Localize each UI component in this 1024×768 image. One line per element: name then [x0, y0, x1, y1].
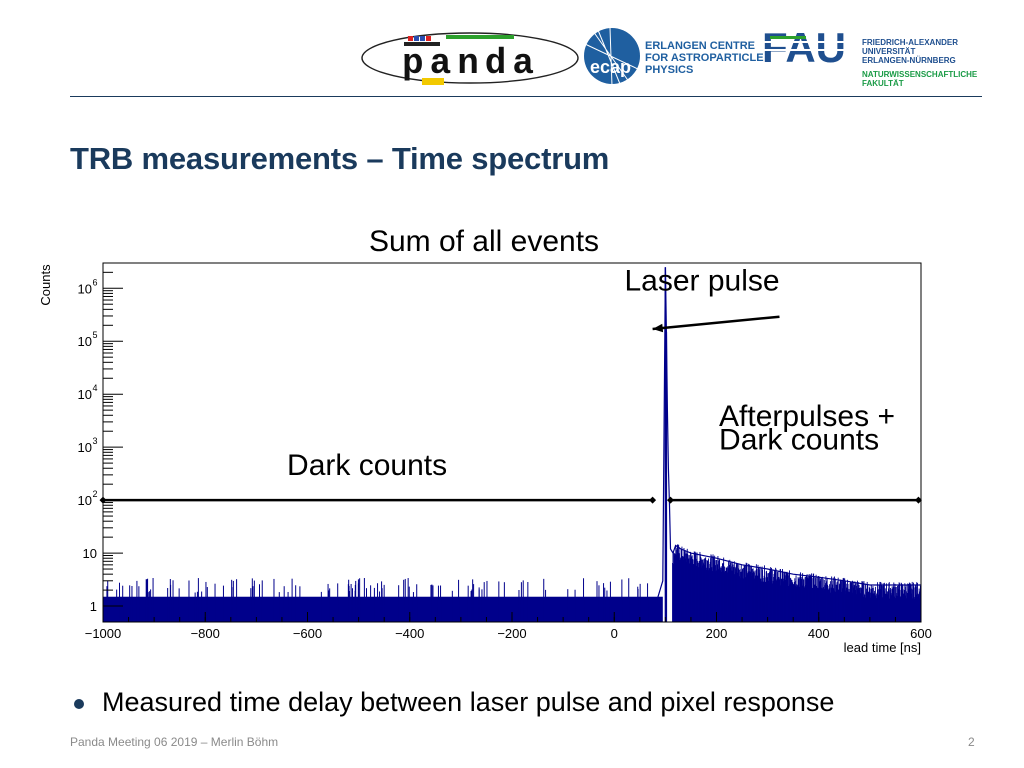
- chart-title: Sum of all events: [369, 225, 599, 258]
- fau-faculty-line-1: NATURWISSENSCHAFTLICHE: [862, 70, 978, 79]
- time-spectrum-chart: Sum of all events Counts lead time [ns] −10…: [38, 225, 932, 655]
- x-axis-label: lead time [ns]: [844, 640, 921, 655]
- y-tick-label: 10: [78, 334, 92, 349]
- fau-name-line-3: ERLANGEN-NÜRNBERG: [862, 56, 956, 65]
- y-tick-label: 10: [78, 440, 92, 455]
- x-tick-label: −600: [293, 626, 322, 641]
- fau-logo: FAU FRIEDRICH-ALEXANDER UNIVERSITÄT ERLA…: [762, 24, 978, 88]
- y-tick-label: 10: [83, 546, 97, 561]
- y-tick-label: 10: [78, 281, 92, 296]
- ecap-logo-text: ecap: [590, 57, 631, 77]
- chart-annotation: Afterpulses +: [719, 400, 895, 433]
- y-tick-exponent: 3: [92, 436, 97, 446]
- fau-faculty-line-2: FAKULTÄT: [862, 79, 904, 88]
- fau-name-line-1: FRIEDRICH-ALEXANDER: [862, 38, 958, 47]
- x-tick-label: 400: [808, 626, 830, 641]
- x-tick-label: 200: [706, 626, 728, 641]
- x-tick-label: −200: [497, 626, 526, 641]
- footer-text: Panda Meeting 06 2019 – Merlin Böhm: [70, 735, 279, 749]
- x-tick-label: −400: [395, 626, 424, 641]
- page-number: 2: [968, 735, 975, 749]
- slide-title: TRB measurements – Time spectrum: [70, 141, 610, 176]
- ecap-name-line-1: ERLANGEN CENTRE: [645, 40, 755, 52]
- y-tick-label: 1: [90, 599, 97, 614]
- fau-name-line-2: UNIVERSITÄT: [862, 47, 915, 56]
- histogram-dark-counts-band: [103, 596, 663, 622]
- ecap-name-line-3: PHYSICS: [645, 64, 693, 76]
- y-tick-exponent: 4: [92, 383, 97, 393]
- y-tick-exponent: 6: [92, 277, 97, 287]
- y-tick-label: 10: [78, 387, 92, 402]
- y-tick-exponent: 5: [92, 330, 97, 340]
- panda-logo: panda: [361, 32, 579, 85]
- bullet-text: Measured time delay between laser pulse …: [102, 687, 835, 717]
- y-tick-label: 10: [78, 493, 92, 508]
- x-tick-label: 0: [611, 626, 618, 641]
- x-tick-label: −800: [191, 626, 220, 641]
- histogram-series-line: [103, 267, 921, 607]
- chart-annotation: Dark counts: [719, 424, 879, 457]
- chart-annotation: Laser pulse: [624, 265, 779, 298]
- range-endpoint: [99, 496, 107, 504]
- annotation-arrow-head: [652, 323, 664, 333]
- ecap-name-line-2: FOR ASTROPARTICLE: [645, 52, 764, 64]
- annotation-arrow-line: [652, 315, 780, 331]
- range-endpoint: [649, 496, 657, 504]
- bullet-dot: [74, 699, 84, 709]
- y-tick-exponent: 2: [92, 489, 97, 499]
- ecap-logo: ecap ERLANGEN CENTRE FOR ASTROPARTICLE P…: [584, 23, 764, 87]
- x-tick-label: 600: [910, 626, 932, 641]
- header-divider: [70, 96, 982, 97]
- x-tick-label: −1000: [85, 626, 122, 641]
- header-logos: panda ecap ERLANGEN CENTRE FOR ASTROPART…: [361, 23, 978, 88]
- y-axis-label: Counts: [38, 264, 53, 306]
- panda-logo-text: panda: [402, 43, 540, 84]
- fau-logo-text: FAU: [762, 24, 846, 71]
- range-endpoint: [666, 496, 674, 504]
- chart-annotation: Dark counts: [287, 449, 447, 482]
- range-endpoint: [914, 496, 922, 504]
